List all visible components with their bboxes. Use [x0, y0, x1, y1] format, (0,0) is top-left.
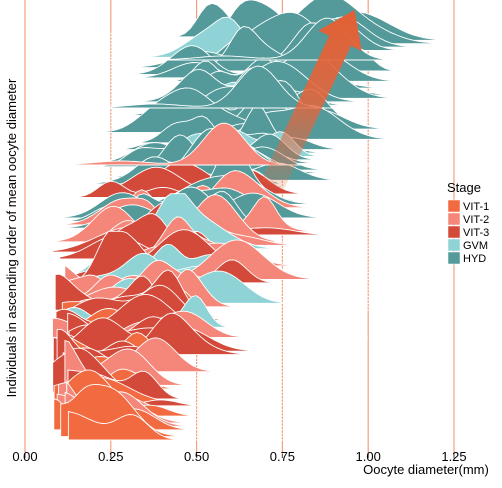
legend-label-vit-3: VIT-3 [463, 227, 489, 239]
ridge-vit-1 [67, 411, 337, 441]
ridge-vit-3 [67, 369, 352, 400]
ridges [52, 0, 446, 441]
highlighted-ridge [59, 65, 420, 109]
highlighted-ridge [58, 122, 420, 166]
legend-label-vit-2: VIT-2 [463, 214, 489, 226]
x-tick-label: 1.00 [356, 449, 381, 464]
legend-swatch-vit-1 [447, 199, 461, 213]
legend-swatch-vit-3 [447, 225, 461, 239]
legend-title: Stage [447, 180, 481, 195]
legend-label-hyd: HYD [463, 253, 486, 265]
trend-arrow-shape [261, 10, 362, 192]
legend-label-vit-1: VIT-1 [463, 201, 489, 213]
x-tick-label: 0.00 [12, 449, 37, 464]
x-axis-label: Oocyte diameter(mm) [363, 462, 489, 477]
ridge-hyd [53, 87, 423, 133]
legend-swatch-hyd [447, 251, 461, 265]
x-tick-label: 1.25 [441, 449, 466, 464]
legend-label-gvm: GVM [463, 240, 488, 252]
trend-arrow [261, 10, 362, 192]
ridge-hyd [53, 57, 420, 86]
y-axis-label: Individuals in ascending order of mean o… [4, 78, 19, 397]
x-tick-label: 0.25 [98, 449, 123, 464]
x-tick-label: 0.50 [184, 449, 209, 464]
x-tick-label: 0.75 [270, 449, 295, 464]
x-axis-ticks: 0.00 0.25 0.50 0.75 1.00 1.25 [12, 449, 466, 464]
ridge-hyd [63, 104, 412, 140]
legend-swatch-vit-2 [447, 212, 461, 226]
legend-swatch-gvm [447, 238, 461, 252]
